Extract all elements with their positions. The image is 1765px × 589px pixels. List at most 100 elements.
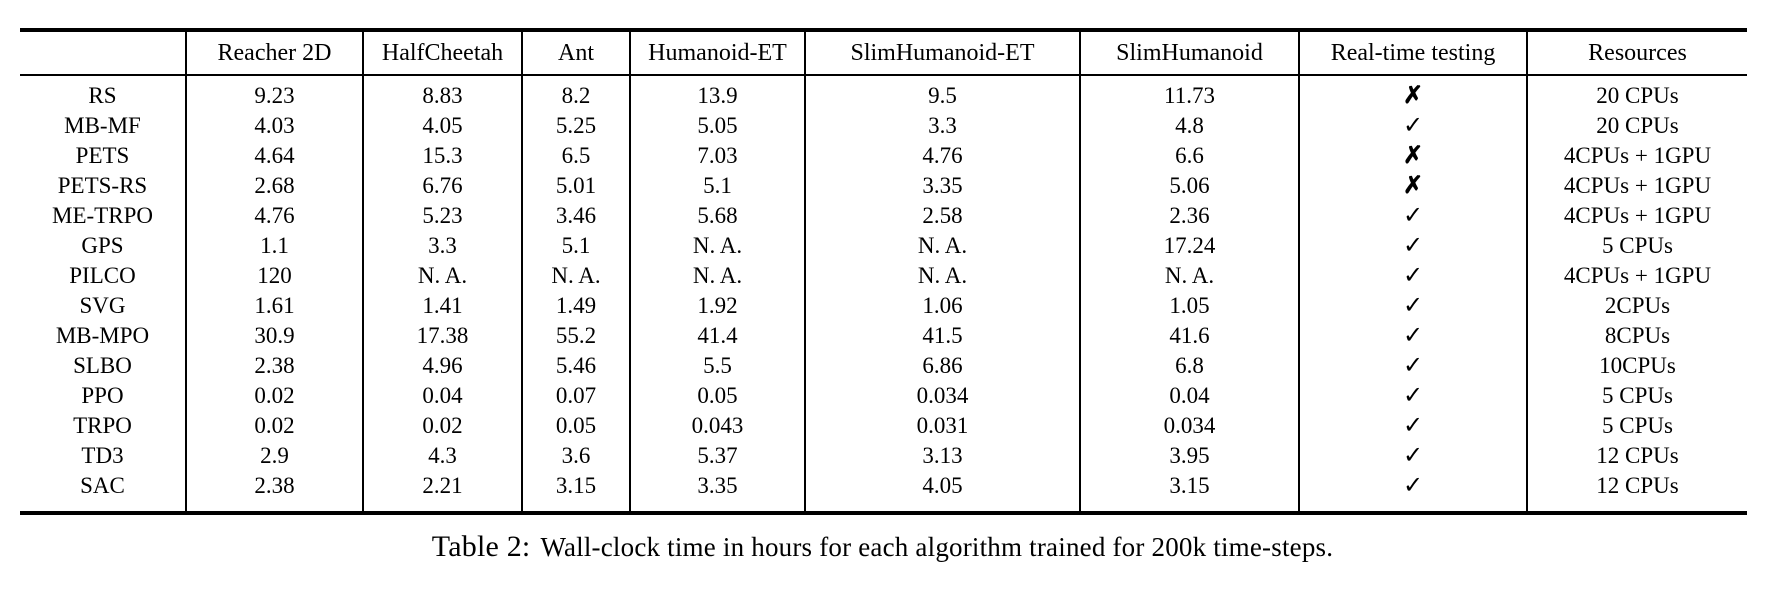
column-header-reacher-2d: Reacher 2D <box>185 30 363 76</box>
value-cell: 9.5 <box>804 75 1080 111</box>
realtime-cell: ✓ <box>1298 201 1527 231</box>
value-cell: 4.76 <box>185 201 363 231</box>
column-header-slimhumanoid: SlimHumanoid <box>1079 30 1299 76</box>
value-cell: 3.3 <box>362 231 522 261</box>
row-label: MB-MF <box>64 113 141 138</box>
realtime-cell: ✓ <box>1298 381 1527 411</box>
cross-icon: ✗ <box>1402 173 1424 199</box>
value-cell: 41.4 <box>629 321 805 351</box>
row-label: MB-MPO <box>55 323 150 348</box>
check-icon: ✓ <box>1402 473 1424 499</box>
table-row-gps: GPS 1.1 3.3 5.1 N. A. N. A. 17.24 ✓ 5 CPUs <box>20 231 1747 261</box>
wall-clock-table: Reacher 2D HalfCheetah Ant Humanoid-ET SlimH… <box>20 28 1747 515</box>
column-header-halfcheetah: HalfCheetah <box>362 30 522 76</box>
value-cell: 3.6 <box>521 441 630 471</box>
realtime-cell: ✓ <box>1298 321 1527 351</box>
caption-label: Table 2: <box>431 530 531 563</box>
value-cell: 0.043 <box>629 411 805 441</box>
check-icon: ✓ <box>1402 113 1424 139</box>
table-row-svg: SVG 1.61 1.41 1.49 1.92 1.06 1.05 ✓ 2CPUs <box>20 291 1747 321</box>
resources-cell: 20 CPUs <box>1526 75 1747 111</box>
value-cell: 1.49 <box>521 291 630 321</box>
value-cell: 3.13 <box>804 441 1080 471</box>
column-header-slimhumanoid-et: SlimHumanoid-ET <box>804 30 1080 76</box>
value-cell: N. A. <box>804 261 1080 291</box>
value-cell: N. A. <box>629 261 805 291</box>
check-icon: ✓ <box>1402 293 1424 319</box>
table-body: RS 9.23 8.83 8.2 13.9 9.5 11.73 ✗ 20 CPUs MB-MF 4.… <box>20 75 1747 513</box>
value-cell: 55.2 <box>521 321 630 351</box>
resources-cell: 12 CPUs <box>1526 471 1747 513</box>
value-cell: 4.96 <box>362 351 522 381</box>
row-label: SAC <box>80 473 125 498</box>
value-cell: 4.76 <box>804 141 1080 171</box>
realtime-cell: ✗ <box>1298 75 1527 111</box>
value-cell: 0.031 <box>804 411 1080 441</box>
cross-icon: ✗ <box>1402 83 1424 109</box>
table-header-row: Reacher 2D HalfCheetah Ant Humanoid-ET SlimH… <box>20 30 1747 76</box>
row-label: RS <box>88 83 117 108</box>
value-cell: 4.3 <box>362 441 522 471</box>
value-cell: 6.8 <box>1079 351 1299 381</box>
resources-cell: 4CPUs + 1GPU <box>1526 141 1747 171</box>
value-cell: 1.1 <box>185 231 363 261</box>
value-cell: N. A. <box>804 231 1080 261</box>
column-header-ant: Ant <box>521 30 630 76</box>
value-cell: 0.034 <box>1079 411 1299 441</box>
value-cell: 0.05 <box>629 381 805 411</box>
row-label: TD3 <box>81 443 124 468</box>
resources-cell: 4CPUs + 1GPU <box>1526 261 1747 291</box>
value-cell: 6.5 <box>521 141 630 171</box>
realtime-cell: ✓ <box>1298 411 1527 441</box>
value-cell: 17.24 <box>1079 231 1299 261</box>
value-cell: 120 <box>185 261 363 291</box>
resources-cell: 12 CPUs <box>1526 441 1747 471</box>
value-cell: 5.06 <box>1079 171 1299 201</box>
row-label: PETS <box>75 143 130 168</box>
value-cell: 0.02 <box>362 411 522 441</box>
column-header-algorithm <box>20 30 186 76</box>
value-cell: 1.05 <box>1079 291 1299 321</box>
resources-cell: 4CPUs + 1GPU <box>1526 201 1747 231</box>
table-row-pets: PETS 4.64 15.3 6.5 7.03 4.76 6.6 ✗ 4CPUs + 1GPU <box>20 141 1747 171</box>
row-label: PPO <box>81 383 124 408</box>
value-cell: 13.9 <box>629 75 805 111</box>
caption-text: Wall-clock time in hours for each algori… <box>540 532 1334 562</box>
value-cell: 2.21 <box>362 471 522 513</box>
column-header-real-time-testing: Real-time testing <box>1298 30 1527 76</box>
check-icon: ✓ <box>1402 443 1424 469</box>
value-cell: 3.3 <box>804 111 1080 141</box>
value-cell: N. A. <box>362 261 522 291</box>
value-cell: 1.41 <box>362 291 522 321</box>
resources-cell: 5 CPUs <box>1526 411 1747 441</box>
realtime-cell: ✗ <box>1298 171 1527 201</box>
resources-cell: 5 CPUs <box>1526 381 1747 411</box>
value-cell: 4.05 <box>362 111 522 141</box>
check-icon: ✓ <box>1402 383 1424 409</box>
realtime-cell: ✓ <box>1298 111 1527 141</box>
row-label: TRPO <box>73 413 132 438</box>
realtime-cell: ✓ <box>1298 231 1527 261</box>
resources-cell: 4CPUs + 1GPU <box>1526 171 1747 201</box>
value-cell: 4.05 <box>804 471 1080 513</box>
value-cell: 0.05 <box>521 411 630 441</box>
value-cell: 5.46 <box>521 351 630 381</box>
value-cell: 2.36 <box>1079 201 1299 231</box>
value-cell: 5.1 <box>521 231 630 261</box>
table-row-mb-mf: MB-MF 4.03 4.05 5.25 5.05 3.3 4.8 ✓ 20 CPUs <box>20 111 1747 141</box>
value-cell: 5.1 <box>629 171 805 201</box>
value-cell: 5.5 <box>629 351 805 381</box>
value-cell: N. A. <box>521 261 630 291</box>
value-cell: 5.37 <box>629 441 805 471</box>
cross-icon: ✗ <box>1402 143 1424 169</box>
value-cell: N. A. <box>629 231 805 261</box>
row-label: SLBO <box>73 353 132 378</box>
realtime-cell: ✗ <box>1298 141 1527 171</box>
value-cell: 7.03 <box>629 141 805 171</box>
value-cell: 3.15 <box>1079 471 1299 513</box>
value-cell: 5.05 <box>629 111 805 141</box>
value-cell: 1.06 <box>804 291 1080 321</box>
value-cell: 5.68 <box>629 201 805 231</box>
value-cell: 4.8 <box>1079 111 1299 141</box>
